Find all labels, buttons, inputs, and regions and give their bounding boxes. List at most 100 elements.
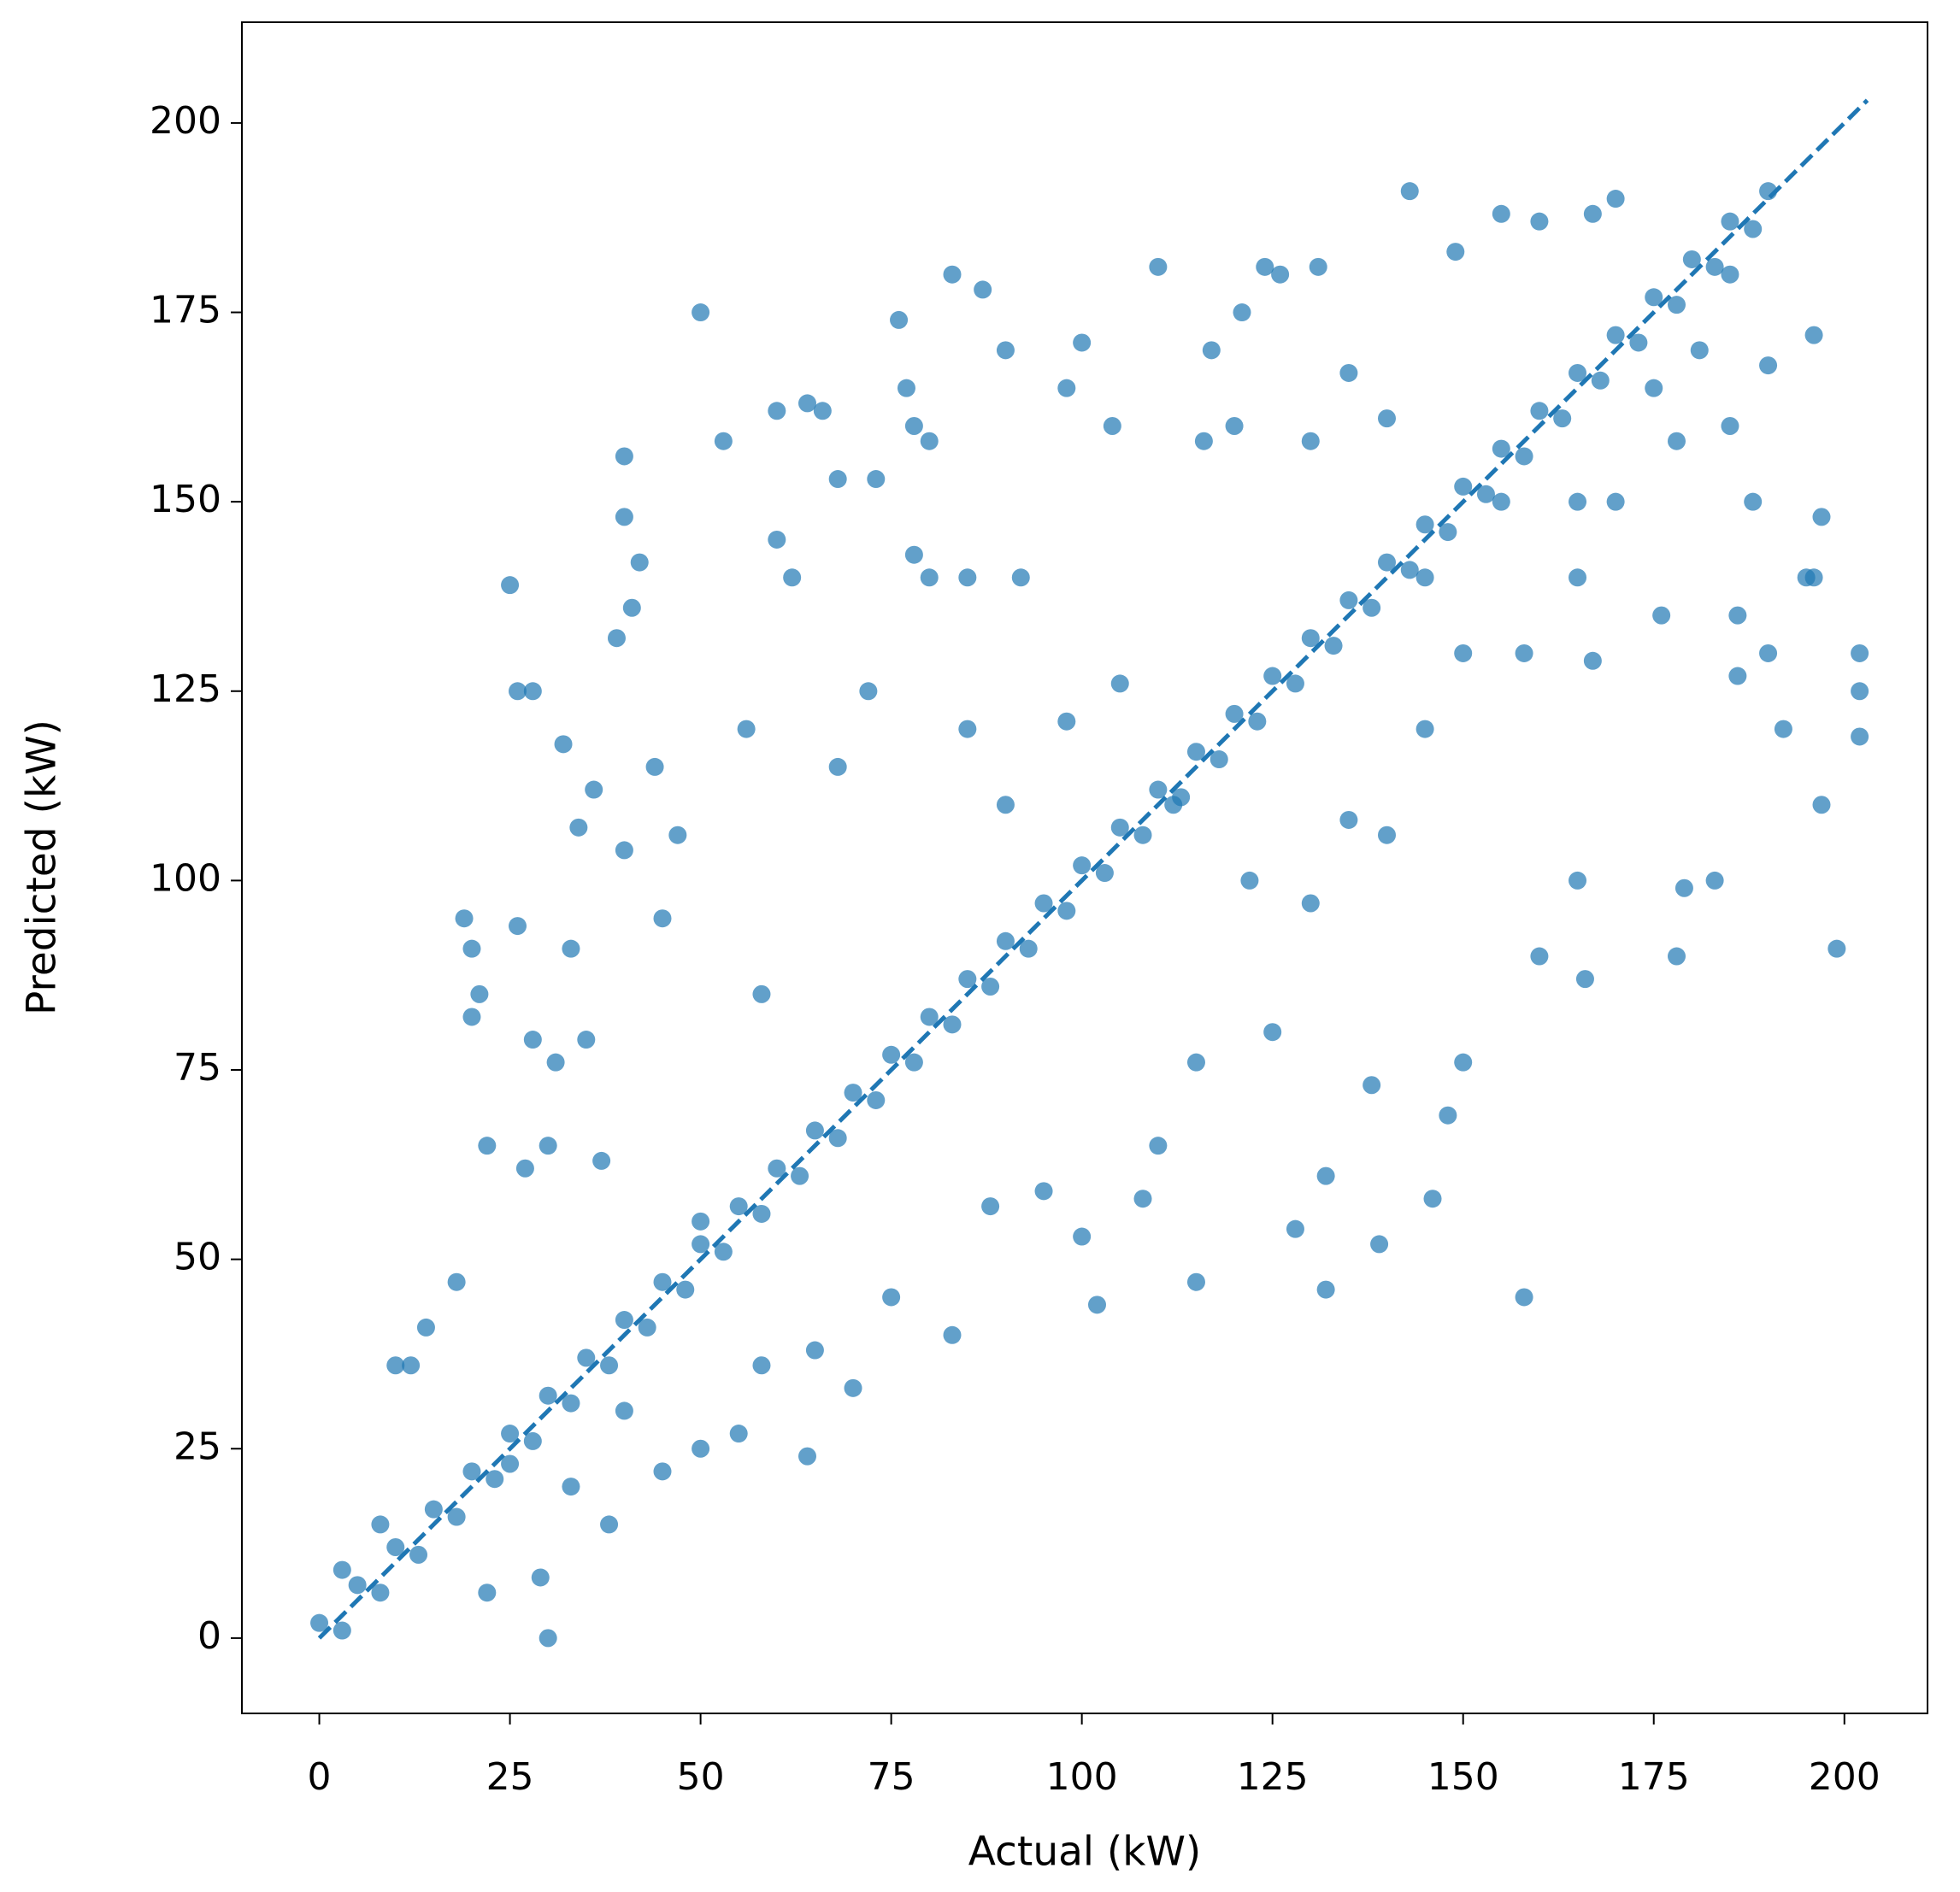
point <box>1721 416 1739 435</box>
point <box>692 1212 710 1231</box>
point <box>844 1084 862 1102</box>
point <box>1019 939 1038 958</box>
point <box>768 402 786 420</box>
point <box>615 508 633 526</box>
y-tick-label: 150 <box>150 478 221 521</box>
point <box>1377 409 1396 428</box>
point <box>310 1613 329 1632</box>
x-tick-label: 100 <box>1046 1755 1118 1799</box>
x-axis-title: Actual (kW) <box>968 1829 1202 1876</box>
y-tick-label: 200 <box>150 99 221 143</box>
point <box>1073 1227 1092 1246</box>
point <box>1690 341 1709 360</box>
point <box>539 1629 557 1648</box>
point <box>478 1584 497 1602</box>
point <box>1149 1137 1168 1155</box>
point <box>882 1288 901 1307</box>
point <box>501 576 520 595</box>
point <box>478 1137 497 1155</box>
x-tick-label: 175 <box>1618 1755 1690 1799</box>
point <box>1591 371 1610 390</box>
point <box>333 1621 351 1640</box>
point <box>1301 629 1320 648</box>
point <box>958 720 977 738</box>
point <box>1186 1053 1205 1072</box>
point <box>1248 712 1267 731</box>
point <box>974 280 992 299</box>
point <box>1804 326 1823 344</box>
point <box>752 1356 771 1375</box>
plot-frame <box>241 21 1928 1714</box>
point <box>714 432 733 450</box>
point <box>897 379 915 397</box>
point <box>1324 637 1343 655</box>
point <box>1728 606 1747 625</box>
point <box>1583 204 1602 223</box>
point <box>1057 902 1076 920</box>
point <box>455 909 474 928</box>
point <box>1309 257 1327 276</box>
y-tick-label: 50 <box>174 1236 221 1279</box>
point <box>813 402 832 420</box>
point <box>805 1121 824 1140</box>
point <box>615 841 633 860</box>
point <box>828 470 847 489</box>
point <box>1759 182 1778 201</box>
point <box>1606 190 1625 209</box>
point <box>447 1507 466 1526</box>
point <box>592 1151 611 1170</box>
point <box>1225 704 1244 723</box>
point <box>607 629 626 648</box>
point <box>692 1235 710 1254</box>
point <box>523 1031 542 1049</box>
x-tick-label: 50 <box>677 1755 725 1799</box>
point <box>615 1311 633 1330</box>
point <box>562 1394 580 1413</box>
point <box>943 1015 962 1034</box>
point <box>424 1500 443 1519</box>
point <box>386 1538 405 1557</box>
point <box>462 939 481 958</box>
point <box>729 1197 748 1216</box>
point <box>539 1386 557 1405</box>
point <box>1606 492 1625 511</box>
point <box>462 1008 481 1026</box>
point <box>1363 598 1381 617</box>
point <box>501 1454 520 1473</box>
point <box>783 568 802 587</box>
point <box>1439 1106 1457 1125</box>
point <box>828 757 847 776</box>
point <box>1057 379 1076 397</box>
y-tick-label: 100 <box>150 856 221 900</box>
point <box>1705 871 1724 890</box>
x-tick-label: 0 <box>308 1755 332 1799</box>
point <box>1851 727 1869 746</box>
point <box>1164 796 1183 814</box>
point <box>1515 1288 1533 1307</box>
y-axis-title: Predicted (kW) <box>19 720 66 1015</box>
point <box>1256 257 1274 276</box>
point <box>692 1439 710 1458</box>
point <box>371 1515 390 1534</box>
point <box>1515 447 1533 466</box>
y-tick-label: 175 <box>150 289 221 332</box>
point <box>1797 568 1816 587</box>
point <box>737 720 756 738</box>
point <box>622 598 641 617</box>
point <box>920 432 939 450</box>
point <box>1073 856 1092 875</box>
point <box>1744 220 1763 238</box>
point <box>1416 568 1434 587</box>
point <box>1194 432 1213 450</box>
point <box>447 1272 466 1291</box>
point <box>615 447 633 466</box>
x-tick-label: 125 <box>1237 1755 1309 1799</box>
point <box>1133 826 1152 844</box>
point <box>1667 947 1686 966</box>
point <box>416 1318 435 1337</box>
point <box>859 682 878 701</box>
point <box>981 978 1000 996</box>
point <box>1095 864 1114 883</box>
point <box>1301 894 1320 913</box>
point <box>523 682 542 701</box>
